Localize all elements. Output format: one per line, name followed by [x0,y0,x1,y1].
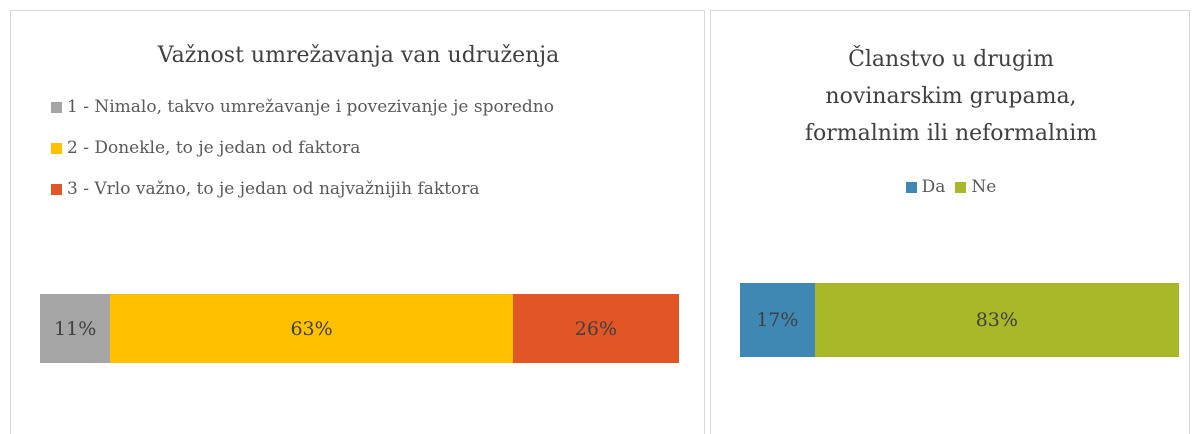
legend-item: Ne [955,177,996,197]
legend-item: 3 - Vrlo važno, to je jedan od najvažnij… [51,179,554,199]
legend-swatch [905,181,917,193]
legend: Da Ne [711,177,1191,197]
chart-panel: Važnost umrežavanja van udruženja 1 - Nim… [10,10,705,434]
data-label: 83% [975,309,1018,331]
legend-item: 1 - Nimalo, takvo umrežavanje i poveziva… [51,97,554,117]
data-label: 11% [54,317,97,340]
legend-swatch [51,142,62,154]
data-label: 17% [756,309,799,331]
bar-segment: 26% [512,294,679,363]
legend-label: 3 - Vrlo važno, to je jedan od najvažnij… [67,179,480,199]
chart-title: Važnost umrežavanja van udruženja [157,43,560,68]
legend-label: Ne [971,177,997,197]
legend-label: 2 - Donekle, to je jedan od faktora [67,138,361,158]
legend-swatch [51,183,62,195]
chart-title: Članstvo u drugim novinarskim grupama, f… [804,47,1098,146]
legend-item: 2 - Donekle, to je jedan od faktora [51,138,554,158]
legend-label: Da [921,177,946,197]
legend-swatch [51,101,62,113]
data-label: 63% [290,317,333,340]
legend: 1 - Nimalo, takvo umrežavanje i poveziva… [51,97,554,199]
bar-segment: 17% [740,283,815,357]
chart-panel: Članstvo u drugim novinarskim grupama, f… [710,10,1190,434]
bar-segment: 63% [110,294,513,363]
legend-swatch [955,181,967,193]
bar-segment: 11% [40,294,111,363]
legend-label: 1 - Nimalo, takvo umrežavanje i poveziva… [67,97,554,117]
data-label: 26% [574,317,618,340]
legend-item: Da [905,177,946,197]
bar-segment: 83% [814,283,1179,357]
